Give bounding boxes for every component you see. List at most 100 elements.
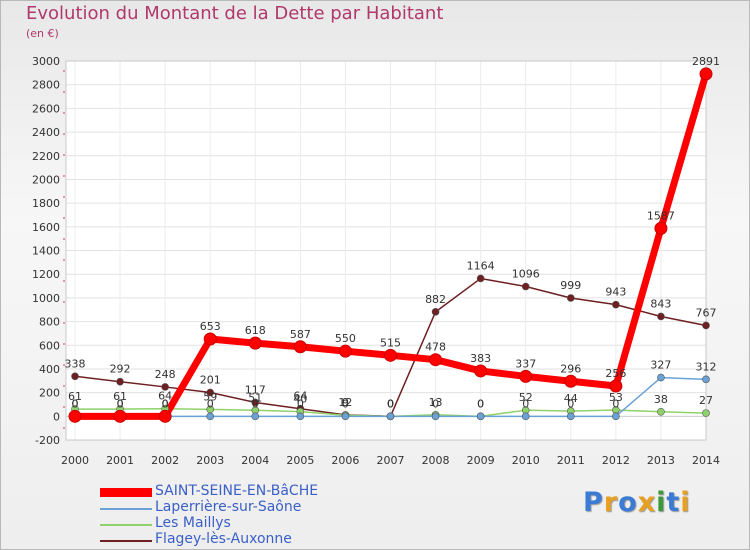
y-tick-label: 2200	[32, 150, 60, 163]
data-label-les-maillys: 13	[429, 396, 443, 409]
x-tick-label: 2005	[286, 454, 314, 467]
plot-border	[65, 60, 707, 441]
y-tick-label: 800	[39, 316, 60, 329]
data-label-saint-seine-en-b-che: 337	[515, 357, 536, 370]
y-tick-label: 1600	[32, 221, 60, 234]
data-point-flagey-l-s-auxonne	[251, 398, 260, 407]
brand-letter: x	[637, 487, 657, 518]
data-point-laperri-re-sur-sa-ne	[612, 412, 620, 421]
data-point-laperri-re-sur-sa-ne	[296, 412, 305, 421]
data-label-flagey-l-s-auxonne: 248	[155, 368, 176, 381]
x-tick-label: 2002	[151, 454, 179, 467]
data-point-flagey-l-s-auxonne	[657, 312, 665, 321]
data-point-flagey-l-s-auxonne	[431, 308, 440, 316]
data-point-laperri-re-sur-sa-ne	[206, 412, 215, 421]
data-point-saint-seine-en-b-che	[429, 353, 443, 367]
data-point-flagey-l-s-auxonne	[71, 372, 79, 381]
data-label-flagey-l-s-auxonne: 882	[425, 293, 446, 306]
unit-label: (en €)	[26, 27, 59, 40]
legend-item-laperri-re-sur-sa-ne: Laperrière-sur-Saône	[100, 499, 400, 517]
legend-swatch	[100, 508, 152, 510]
data-label-les-maillys: 51	[248, 391, 262, 404]
y-tick-label: 1800	[32, 197, 60, 210]
legend-item-les-maillys: Les Maillys	[100, 515, 400, 533]
y-tick-label: 1400	[32, 245, 60, 258]
data-label-saint-seine-en-b-che: 1587	[647, 209, 675, 222]
data-label-flagey-l-s-auxonne: 767	[696, 306, 717, 319]
data-label-laperri-re-sur-sa-ne: 312	[696, 360, 717, 373]
data-point-flagey-l-s-auxonne	[566, 294, 575, 302]
x-tick-label: 2009	[467, 454, 495, 467]
data-label-les-maillys: 27	[699, 394, 713, 407]
data-label-saint-seine-en-b-che: 256	[605, 367, 626, 380]
data-point-saint-seine-en-b-che	[564, 374, 578, 388]
data-label-laperri-re-sur-sa-ne: 0	[117, 397, 124, 410]
y-tick-label: 2800	[32, 79, 60, 92]
legend-label: Les Maillys	[155, 515, 231, 531]
brand-letter: t	[666, 487, 681, 518]
brand-logo: Proxiti	[583, 487, 691, 518]
brand-letter: P	[583, 487, 604, 518]
x-tick-label: 2000	[61, 454, 89, 467]
data-label-flagey-l-s-auxonne: 999	[560, 279, 581, 292]
data-label-laperri-re-sur-sa-ne: 0	[567, 397, 574, 410]
data-point-saint-seine-en-b-che	[474, 364, 488, 378]
data-label-flagey-l-s-auxonne: 292	[110, 363, 131, 376]
y-tick-label: 2000	[32, 173, 60, 186]
data-label-laperri-re-sur-sa-ne: 327	[650, 359, 671, 372]
data-label-flagey-l-s-auxonne: 1096	[512, 268, 540, 281]
data-label-saint-seine-en-b-che: 2891	[692, 55, 720, 68]
data-point-laperri-re-sur-sa-ne	[702, 375, 710, 384]
legend-swatch	[100, 524, 152, 526]
x-tick-label: 2013	[647, 454, 675, 467]
data-label-flagey-l-s-auxonne: 1164	[467, 259, 495, 272]
data-label-laperri-re-sur-sa-ne: 0	[477, 397, 484, 410]
legend-swatch	[100, 540, 152, 542]
data-label-saint-seine-en-b-che: 296	[560, 362, 581, 375]
data-point-flagey-l-s-auxonne	[521, 282, 530, 291]
data-label-les-maillys: 9	[342, 396, 349, 409]
data-point-saint-seine-en-b-che	[293, 340, 307, 354]
legend-label: Flagey-lès-Auxonne	[155, 531, 292, 547]
data-label-flagey-l-s-auxonne: 12	[338, 396, 352, 409]
data-point-flagey-l-s-auxonne	[702, 321, 710, 330]
data-label-flagey-l-s-auxonne: 0	[387, 397, 394, 410]
data-label-flagey-l-s-auxonne: 201	[200, 374, 221, 387]
data-label-laperri-re-sur-sa-ne: 0	[387, 397, 394, 410]
y-tick-label: 600	[39, 339, 60, 352]
data-label-laperri-re-sur-sa-ne: 0	[252, 397, 259, 410]
data-label-les-maillys: 61	[68, 390, 82, 403]
data-label-flagey-l-s-auxonne: 843	[650, 297, 671, 310]
data-point-laperri-re-sur-sa-ne	[431, 412, 440, 421]
data-point-laperri-re-sur-sa-ne	[251, 412, 260, 421]
brand-letter: r	[603, 487, 619, 518]
data-point-laperri-re-sur-sa-ne	[521, 412, 530, 421]
data-point-laperri-re-sur-sa-ne	[657, 373, 665, 382]
x-tick-label: 2008	[422, 454, 450, 467]
x-tick-label: 2006	[331, 454, 359, 467]
x-tick-label: 2010	[512, 454, 540, 467]
data-label-saint-seine-en-b-che: 550	[335, 332, 356, 345]
data-label-les-maillys: 59	[203, 390, 217, 403]
data-label-laperri-re-sur-sa-ne: 0	[162, 397, 169, 410]
data-label-les-maillys: 61	[113, 390, 127, 403]
data-label-les-maillys: 0	[477, 397, 484, 410]
x-tick-label: 2011	[557, 454, 585, 467]
data-point-saint-seine-en-b-che	[158, 409, 172, 423]
data-label-saint-seine-en-b-che: 383	[470, 352, 491, 365]
data-point-laperri-re-sur-sa-ne	[476, 412, 485, 421]
data-point-laperri-re-sur-sa-ne	[566, 412, 575, 421]
data-point-saint-seine-en-b-che	[68, 409, 82, 423]
data-point-saint-seine-en-b-che	[654, 221, 668, 235]
brand-letter: i	[656, 487, 667, 518]
x-tick-label: 2004	[241, 454, 269, 467]
data-point-laperri-re-sur-sa-ne	[386, 412, 395, 421]
data-label-laperri-re-sur-sa-ne: 0	[207, 397, 214, 410]
data-point-les-maillys	[657, 408, 665, 416]
data-point-saint-seine-en-b-che	[248, 336, 262, 350]
data-label-flagey-l-s-auxonne: 117	[245, 383, 266, 396]
y-tick-label: 1200	[32, 268, 60, 281]
data-label-laperri-re-sur-sa-ne: 0	[72, 397, 79, 410]
data-label-laperri-re-sur-sa-ne: 0	[342, 397, 349, 410]
data-label-les-maillys: 64	[158, 390, 172, 403]
